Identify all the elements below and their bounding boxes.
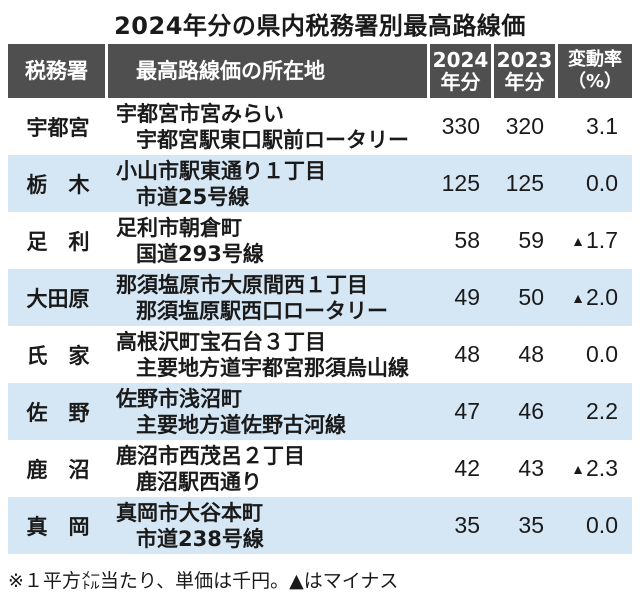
location-line2: 主要地方道宇都宮那須烏山線 [136, 355, 409, 380]
header-rate: 変動率 （%） [558, 44, 632, 98]
rate-cell: 0.0 [558, 155, 632, 212]
value-2024-cell: 125 [430, 155, 494, 212]
header-2024-suffix: 年分 [440, 70, 481, 94]
office-cell: 大田原 [8, 269, 108, 326]
location-cell: 高根沢町宝石台３丁目 主要地方道宇都宮那須烏山線 [108, 326, 430, 383]
header-office: 税務署 [8, 44, 108, 98]
value-2024-cell: 49 [430, 269, 494, 326]
header-2024: 2024 年分 [430, 44, 494, 98]
location-cell: 足利市朝倉町 国道293号線 [108, 212, 430, 269]
location-line2: 鹿沼駅西通り [136, 469, 262, 494]
location-line1: 佐野市浅沼町 [116, 386, 242, 411]
location-line2: 国道293号線 [136, 241, 264, 266]
header-2024-year: 2024 [432, 48, 489, 72]
header-rate-unit: （%） [567, 71, 623, 92]
location-line1: 鹿沼市西茂呂２丁目 [116, 443, 305, 468]
rate-cell: ▲2.0 [558, 269, 632, 326]
rate-value: 3.1 [586, 113, 618, 139]
office-cell: 栃 木 [8, 155, 108, 212]
table-row: 佐 野 佐野市浅沼町 主要地方道佐野古河線 47 46 2.2 [8, 383, 632, 440]
header-location: 最高路線価の所在地 [108, 44, 430, 98]
rate-cell: 0.0 [558, 497, 632, 554]
value-2024-cell: 47 [430, 383, 494, 440]
header-2023: 2023 年分 [494, 44, 558, 98]
location-line2: 那須塩原駅西口ロータリー [136, 298, 388, 323]
rate-value: 2.0 [586, 284, 618, 310]
location-cell: 鹿沼市西茂呂２丁目 鹿沼駅西通り [108, 440, 430, 497]
route-price-table: 税務署 最高路線価の所在地 2024 年分 2023 年分 変動率 （%） 宇都… [8, 44, 632, 554]
rate-value: 0.0 [586, 341, 618, 367]
table-row: 栃 木 小山市駅東通り１丁目 市道25号線 125 125 0.0 [8, 155, 632, 212]
location-line2: 市道25号線 [136, 184, 250, 209]
office-cell: 鹿 沼 [26, 457, 90, 482]
office-cell: 足 利 [26, 229, 90, 254]
rate-cell: 2.2 [558, 383, 632, 440]
office-cell: 佐 野 [8, 383, 108, 440]
location-line1: 真岡市大谷本町 [116, 500, 263, 525]
table-row: 氏 家 高根沢町宝石台３丁目 主要地方道宇都宮那須烏山線 48 48 0.0 [8, 326, 632, 383]
table-row: 大田原 那須塩原市大原間西１丁目 那須塩原駅西口ロータリー 49 50 ▲2.0 [8, 269, 632, 326]
rate-cell: 0.0 [558, 326, 632, 383]
header-2023-suffix: 年分 [504, 70, 545, 94]
location-line1: 足利市朝倉町 [116, 215, 242, 240]
footnote: ※１平方㍍当たり、単価は千円。▲はマイナス [8, 570, 399, 592]
value-2023-cell: 48 [518, 341, 544, 367]
location-line1: 小山市駅東通り１丁目 [116, 158, 326, 183]
rate-cell: ▲1.7 [558, 212, 632, 269]
value-2024-cell: 42 [454, 455, 480, 481]
decrease-triangle-icon: ▲ [571, 290, 586, 306]
table-title: 2024年分の県内税務署別最高路線価 [114, 12, 526, 40]
rate-value: 1.7 [586, 227, 618, 253]
value-2024-cell: 58 [454, 227, 480, 253]
location-line1: 高根沢町宝石台３丁目 [116, 329, 326, 354]
location-cell: 小山市駅東通り１丁目 市道25号線 [108, 155, 430, 212]
value-2023-cell: 59 [518, 227, 544, 253]
decrease-triangle-icon: ▲ [571, 461, 586, 477]
table-row: 真 岡 真岡市大谷本町 市道238号線 35 35 0.0 [8, 497, 632, 554]
office-cell: 真 岡 [8, 497, 108, 554]
value-2023-cell: 46 [494, 383, 558, 440]
location-line1: 宇都宮市宮みらい [116, 101, 284, 126]
location-cell: 真岡市大谷本町 市道238号線 [108, 497, 430, 554]
location-cell: 那須塩原市大原間西１丁目 那須塩原駅西口ロータリー [108, 269, 430, 326]
rate-value: 2.3 [586, 455, 618, 481]
header-row: 税務署 最高路線価の所在地 2024 年分 2023 年分 変動率 （%） [8, 44, 632, 98]
office-cell: 宇都宮 [26, 115, 90, 140]
location-line2: 宇都宮駅東口駅前ロータリー [136, 127, 409, 152]
rate-value: 2.2 [586, 398, 618, 424]
value-2024-cell: 330 [441, 113, 480, 139]
rate-cell: ▲2.3 [558, 440, 632, 497]
office-cell: 氏 家 [26, 343, 90, 368]
location-cell: 佐野市浅沼町 主要地方道佐野古河線 [108, 383, 430, 440]
decrease-triangle-icon: ▲ [571, 233, 586, 249]
rate-cell: 3.1 [558, 98, 632, 155]
table-row: 鹿 沼 鹿沼市西茂呂２丁目 鹿沼駅西通り 42 43 ▲2.3 [8, 440, 632, 497]
header-2023-year: 2023 [496, 48, 553, 72]
value-2024-cell: 48 [454, 341, 480, 367]
value-2024-cell: 35 [430, 497, 494, 554]
value-2023-cell: 320 [505, 113, 544, 139]
value-2023-cell: 43 [518, 455, 544, 481]
location-cell: 宇都宮市宮みらい 宇都宮駅東口駅前ロータリー [108, 98, 430, 155]
location-line1: 那須塩原市大原間西１丁目 [116, 272, 368, 297]
location-line2: 市道238号線 [136, 526, 264, 551]
location-line2: 主要地方道佐野古河線 [136, 412, 346, 437]
value-2023-cell: 35 [494, 497, 558, 554]
value-2023-cell: 125 [494, 155, 558, 212]
table-row: 宇都宮 宇都宮市宮みらい 宇都宮駅東口駅前ロータリー 330 320 3.1 [8, 98, 632, 155]
value-2023-cell: 50 [494, 269, 558, 326]
rate-value: 0.0 [586, 170, 618, 196]
header-rate-label: 変動率 [568, 49, 622, 70]
rate-value: 0.0 [586, 512, 618, 538]
table-row: 足 利 足利市朝倉町 国道293号線 58 59 ▲1.7 [8, 212, 632, 269]
